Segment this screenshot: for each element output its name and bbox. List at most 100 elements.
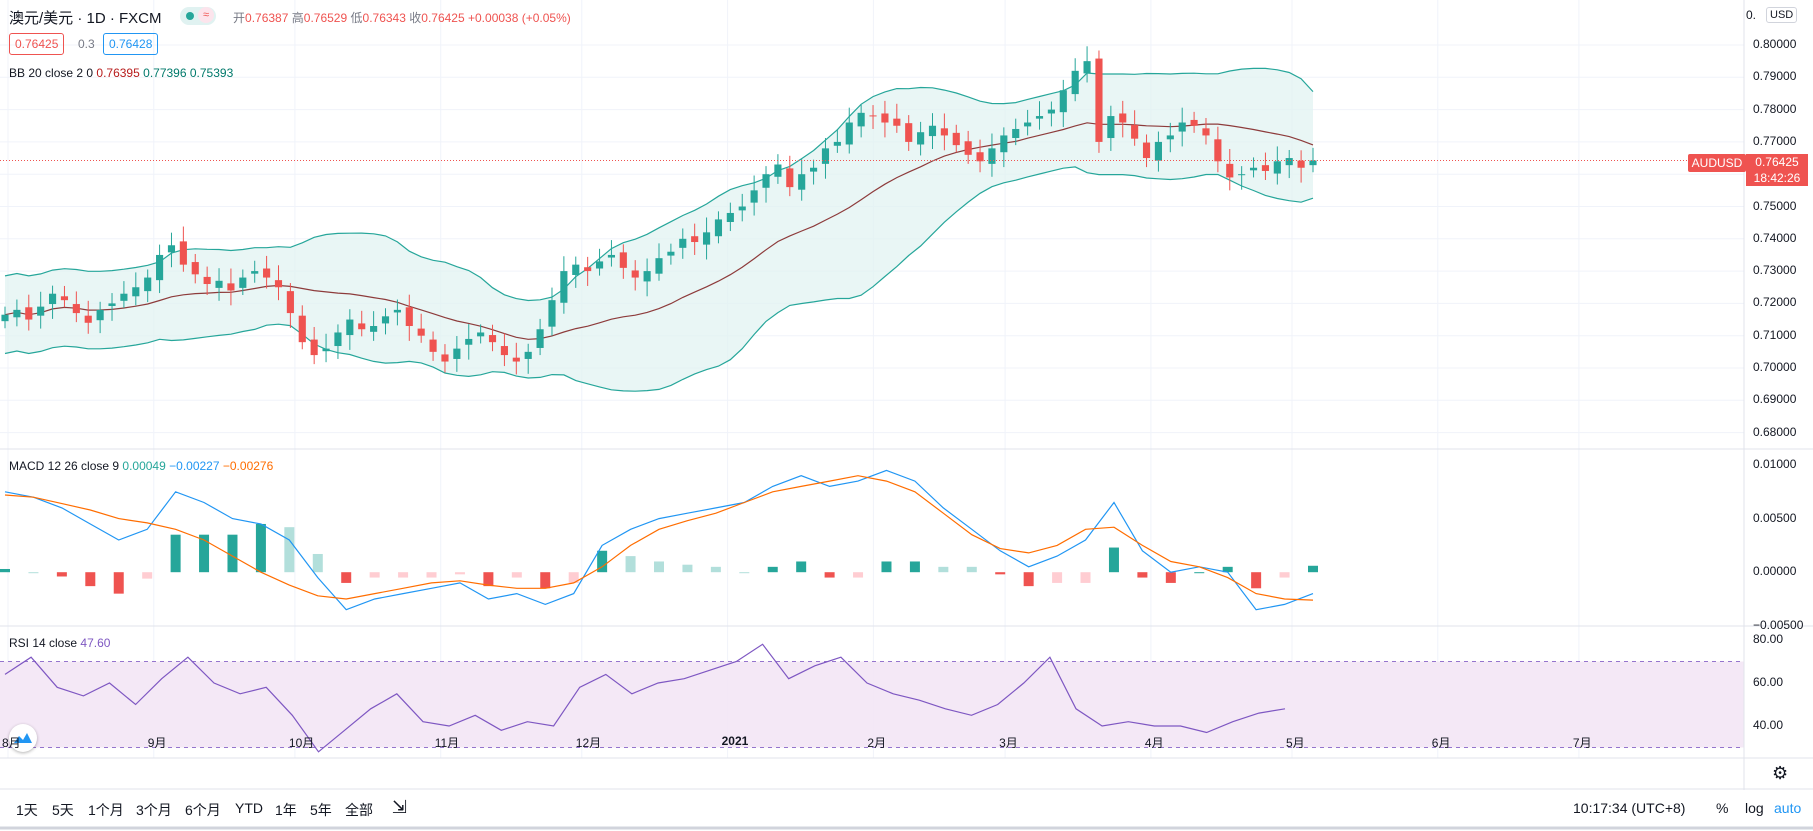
candle-body xyxy=(191,262,199,275)
candle-body xyxy=(1131,125,1139,139)
ohlc-values: 开0.76387 高0.76529 低0.76343 收0.76425 +0.0… xyxy=(233,11,571,25)
spread-value: 0.3 xyxy=(78,37,95,51)
candle-body xyxy=(1047,109,1055,114)
tradingview-logo-icon[interactable] xyxy=(9,724,37,752)
candle-body xyxy=(477,332,485,337)
macd-histogram-bar xyxy=(85,572,96,587)
candle-body xyxy=(798,174,806,190)
settings-gear-icon[interactable]: ⚙ xyxy=(1772,763,1789,783)
approx-icon: ≈ xyxy=(198,7,214,23)
candle-body xyxy=(48,293,57,305)
macd-pane xyxy=(0,469,1318,611)
sell-button[interactable]: 0.76425 xyxy=(9,33,65,55)
macd-histogram-bar xyxy=(796,561,807,573)
candle-body xyxy=(1024,122,1032,127)
range-button[interactable]: YTD xyxy=(235,800,263,816)
change-value: +0.00038 (+0.05%) xyxy=(468,11,571,25)
bottom-toolbar: 1天 5天 1个月 3个月 6个月 YTD 1年 5年 全部 ⇲ 10:17:34 (UTC+8… xyxy=(0,791,1813,827)
clock-time[interactable]: 10:17:34 (UTC+8) xyxy=(1573,800,1686,816)
range-button[interactable]: 5天 xyxy=(52,802,74,818)
bb-basis-line xyxy=(4,122,1314,340)
candle-body xyxy=(1107,116,1115,139)
rsi-band-fill xyxy=(0,661,1744,748)
rsi-legend[interactable]: RSI 14 close 47.60 xyxy=(9,636,111,650)
range-button[interactable]: 5年 xyxy=(310,802,332,818)
candle-body xyxy=(488,335,497,343)
candle-body xyxy=(13,309,21,318)
range-button[interactable]: 1个月 xyxy=(88,802,124,818)
candle-body xyxy=(322,348,330,352)
macd-histogram-bar xyxy=(540,572,551,589)
candle-body xyxy=(821,148,830,164)
candle-body xyxy=(108,303,116,306)
candle-body xyxy=(631,270,639,278)
macd-tick-label: 0.00000 xyxy=(1753,564,1797,579)
candle-body xyxy=(643,271,651,282)
range-button[interactable]: 3个月 xyxy=(136,802,172,818)
candle-body xyxy=(988,148,996,164)
macd-histogram-bar xyxy=(909,561,920,573)
buy-button[interactable]: 0.76428 xyxy=(103,33,159,55)
candle-body xyxy=(1000,135,1008,153)
symbol-title[interactable]: 澳元/美元 · 1D · FXCM xyxy=(9,10,162,27)
macd-histogram-bar xyxy=(341,572,352,583)
candle-body xyxy=(465,338,473,345)
candle-body xyxy=(429,339,437,352)
candle-body xyxy=(1012,128,1020,139)
percent-scale-button[interactable]: % xyxy=(1716,800,1729,816)
macd-histogram-bar xyxy=(312,553,323,573)
time-tick-label: 10月 xyxy=(288,736,315,750)
bb-legend[interactable]: BB 20 close 2 0 0.76395 0.77396 0.75393 xyxy=(9,66,234,80)
macd-histogram-bar xyxy=(1165,572,1176,583)
range-button[interactable]: 1天 xyxy=(16,802,38,818)
macd-tick-label: 0.00500 xyxy=(1753,510,1797,525)
macd-histogram-bar xyxy=(369,572,380,578)
candle-body xyxy=(1190,119,1198,126)
candle-body xyxy=(667,251,675,256)
candle-body xyxy=(25,307,33,320)
range-button[interactable]: 6个月 xyxy=(185,802,221,818)
time-tick-label: 8月 xyxy=(2,736,21,750)
macd-histogram-bar xyxy=(568,572,579,583)
macd-legend[interactable]: MACD 12 26 close 9 0.00049 −0.00227 −0.0… xyxy=(9,459,274,473)
price-tick-label: 0.70000 xyxy=(1753,360,1797,374)
candle-body xyxy=(393,309,401,313)
candle-body xyxy=(928,125,937,137)
candle-body xyxy=(310,339,318,356)
range-button[interactable]: 全部 xyxy=(345,802,373,818)
candle-body xyxy=(524,351,532,359)
macd-histogram-bar xyxy=(767,566,778,573)
macd-histogram-bar xyxy=(654,561,664,573)
time-tick-label: 9月 xyxy=(147,736,167,750)
macd-histogram-bar xyxy=(454,572,465,575)
candle-body xyxy=(560,271,568,303)
macd-histogram-bar xyxy=(1137,572,1148,578)
macd-histogram-bar xyxy=(966,566,977,573)
time-tick-label: 6月 xyxy=(1431,736,1451,750)
log-scale-button[interactable]: log xyxy=(1745,800,1764,816)
candle-body xyxy=(1142,142,1151,159)
currency-label[interactable]: USD xyxy=(1766,7,1798,23)
candle-body xyxy=(595,261,604,269)
market-status-badge[interactable]: ≈ xyxy=(180,7,216,25)
macd-histogram-bar xyxy=(1080,572,1091,583)
candle-body xyxy=(940,128,948,136)
rsi-tick-label: 60.00 xyxy=(1753,675,1784,689)
candle-body xyxy=(845,122,853,145)
auto-scale-button[interactable]: auto xyxy=(1774,800,1802,816)
price-tick-label: 0.77000 xyxy=(1753,133,1797,148)
candle-body xyxy=(381,316,390,324)
candle-body xyxy=(774,164,782,177)
price-tick-label: 0.75000 xyxy=(1753,198,1797,213)
date-range-calendar-icon[interactable]: ⇲ xyxy=(392,797,408,817)
candle-body xyxy=(691,236,699,243)
candle-body xyxy=(96,309,104,321)
range-button[interactable]: 1年 xyxy=(275,802,297,818)
candle-body xyxy=(607,254,616,258)
macd-histogram-bar xyxy=(28,572,39,574)
candle-body xyxy=(1202,128,1210,136)
legend-header: 澳元/美元 · 1D · FXCM xyxy=(9,7,162,28)
price-tick-label: 0.79000 xyxy=(1753,69,1797,84)
candle-body xyxy=(203,276,211,285)
